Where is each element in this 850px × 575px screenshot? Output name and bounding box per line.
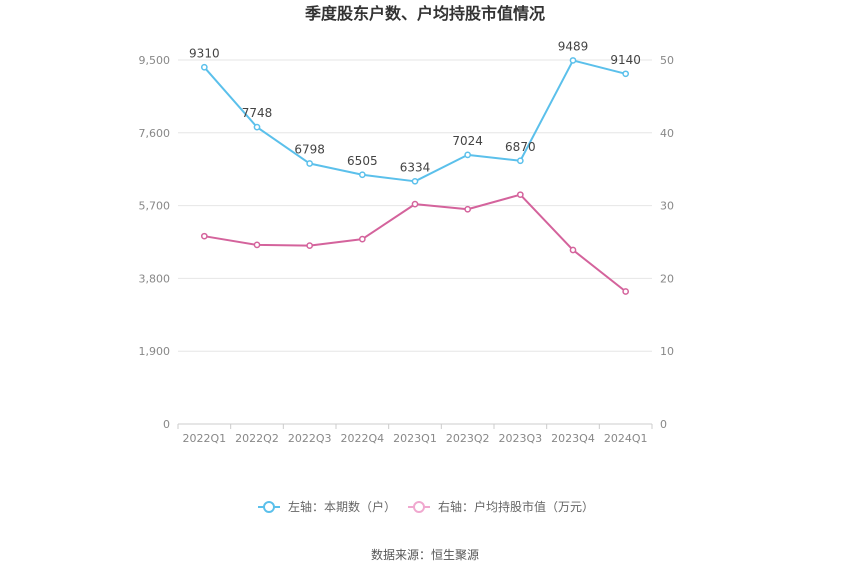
data-label: 9140: [610, 53, 641, 67]
series-2-point: [411, 200, 419, 208]
data-source: 数据来源：恒生聚源: [371, 547, 479, 562]
y-left-tick-label: 1,900: [139, 345, 171, 358]
series-2-point: [358, 235, 366, 243]
series-2-point: [516, 191, 524, 199]
series-2-point: [200, 232, 208, 240]
y-left-tick-label: 7,600: [139, 127, 171, 140]
series-2-point: [253, 241, 261, 249]
legend-label-1: 左轴：本期数（户）: [288, 499, 396, 514]
y-right-tick-label: 50: [660, 54, 674, 67]
y-right-tick-label: 40: [660, 127, 674, 140]
y-left-tick-label: 0: [163, 418, 170, 431]
data-label: 7748: [242, 106, 273, 120]
x-tick-label: 2023Q2: [446, 432, 490, 445]
legend-label-2: 右轴：户均持股市值（万元）: [438, 499, 594, 514]
series-2-point: [464, 205, 472, 213]
data-label: 6334: [400, 160, 431, 174]
series-line-2: [204, 193, 627, 293]
legend: 左轴：本期数（户） 右轴：户均持股市值（万元）: [258, 499, 594, 514]
data-label: 6798: [294, 143, 325, 157]
data-label: 9489: [558, 39, 589, 53]
series-2-point: [306, 242, 314, 249]
data-label: 9310: [189, 46, 220, 60]
y-right-tick-label: 30: [660, 200, 674, 213]
series-1-point: [411, 177, 419, 185]
series-1-point: [358, 171, 366, 179]
series-1-point: [622, 70, 630, 78]
x-tick-label: 2022Q1: [183, 432, 227, 445]
series-2-point: [569, 246, 577, 254]
series-2-point: [622, 288, 630, 295]
series-1-point: [253, 123, 261, 131]
y-right-tick-label: 10: [660, 345, 674, 358]
data-label: 7024: [452, 134, 483, 148]
y-left-tick-label: 3,800: [139, 272, 171, 285]
x-tick-label: 2024Q1: [604, 432, 648, 445]
series-1-point: [200, 63, 208, 71]
series-1-point: [306, 160, 314, 167]
y-right-tick-label: 0: [660, 418, 667, 431]
y-right-tick-label: 20: [660, 272, 674, 285]
x-tick-label: 2023Q3: [499, 432, 543, 445]
legend-marker-2: [413, 501, 425, 513]
series-1-point: [464, 151, 472, 159]
x-tick-label: 2022Q3: [288, 432, 332, 445]
chart-title: 季度股东户数、户均持股市值情况: [304, 4, 545, 23]
series-1-point: [516, 157, 524, 165]
x-tick-label: 2022Q2: [235, 432, 279, 445]
x-tick-label: 2023Q1: [393, 432, 437, 445]
grid-lines: [178, 59, 652, 425]
x-tick-label: 2022Q4: [341, 432, 385, 445]
data-label: 6870: [505, 140, 536, 154]
data-label: 6505: [347, 154, 378, 168]
y-left-tick-label: 9,500: [139, 54, 171, 67]
series-1-point: [569, 57, 577, 64]
y-left-tick-label: 5,700: [139, 200, 171, 213]
x-tick-label: 2023Q4: [551, 432, 595, 445]
axes: 0 0 1,900 10 3,800 20 5,700 30 7,600 40 9,500 50 202…: [139, 54, 675, 445]
series-layer: 9310 7748 6798 6505 6334 7024 6870 9489 9140: [189, 39, 641, 295]
legend-marker-1: [263, 501, 275, 513]
